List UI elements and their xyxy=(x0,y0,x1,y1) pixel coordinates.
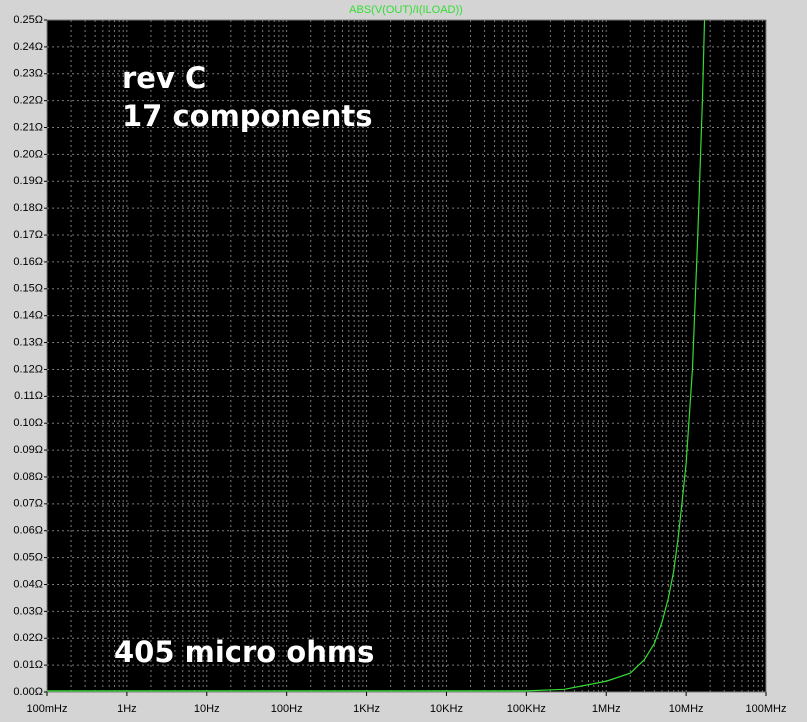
y-tick-label: 0.17Ω xyxy=(13,229,43,241)
y-tick-label: 0.16Ω xyxy=(13,256,43,268)
y-tick-label: 0.06Ω xyxy=(13,525,43,537)
x-tick-label: 100MHz xyxy=(746,703,787,715)
y-tick-label: 0.07Ω xyxy=(13,498,43,510)
data-line xyxy=(47,20,706,692)
plot-area xyxy=(46,19,767,693)
y-tick-label: 0.13Ω xyxy=(13,336,43,348)
y-tick-label: 0.24Ω xyxy=(13,41,43,53)
y-tick-label: 0.15Ω xyxy=(13,283,43,295)
x-tick-label: 1MHz xyxy=(592,703,621,715)
x-tick-label: 10KHz xyxy=(430,703,463,715)
y-tick-label: 0.10Ω xyxy=(13,417,43,429)
y-tick-label: 0.20Ω xyxy=(13,148,43,160)
x-tick-label: 100KHz xyxy=(507,703,546,715)
y-tick-label: 0.03Ω xyxy=(13,605,43,617)
y-tick-label: 0.00Ω xyxy=(13,686,43,698)
y-tick-label: 0.09Ω xyxy=(13,444,43,456)
y-tick-label: 0.21Ω xyxy=(13,121,43,133)
y-tick-label: 0.23Ω xyxy=(13,68,43,80)
x-tick-label: 1KHz xyxy=(353,703,380,715)
annotation: 17 components xyxy=(122,99,373,133)
y-tick-label: 0.08Ω xyxy=(13,471,43,483)
chart-title: ABS(V(OUT)/I(ILOAD)) xyxy=(349,4,463,16)
y-tick-label: 0.12Ω xyxy=(13,363,43,375)
annotation: 405 micro ohms xyxy=(114,635,374,669)
x-tick-label: 10MHz xyxy=(669,703,704,715)
y-tick-label: 0.01Ω xyxy=(13,659,43,671)
y-tick-label: 0.02Ω xyxy=(13,632,43,644)
y-tick-label: 0.19Ω xyxy=(13,175,43,187)
x-tick-label: 10Hz xyxy=(194,703,220,715)
x-tick-label: 100mHz xyxy=(27,703,68,715)
y-tick-label: 0.04Ω xyxy=(13,578,43,590)
y-tick-label: 0.05Ω xyxy=(13,552,43,564)
annotation: rev C xyxy=(122,61,206,95)
y-tick-label: 0.11Ω xyxy=(14,390,43,402)
y-tick-label: 0.25Ω xyxy=(13,14,43,26)
y-tick-label: 0.14Ω xyxy=(13,310,43,322)
y-tick-label: 0.18Ω xyxy=(13,202,43,214)
x-tick-label: 100Hz xyxy=(271,703,303,715)
x-tick-label: 1Hz xyxy=(117,703,137,715)
y-tick-label: 0.22Ω xyxy=(13,95,43,107)
